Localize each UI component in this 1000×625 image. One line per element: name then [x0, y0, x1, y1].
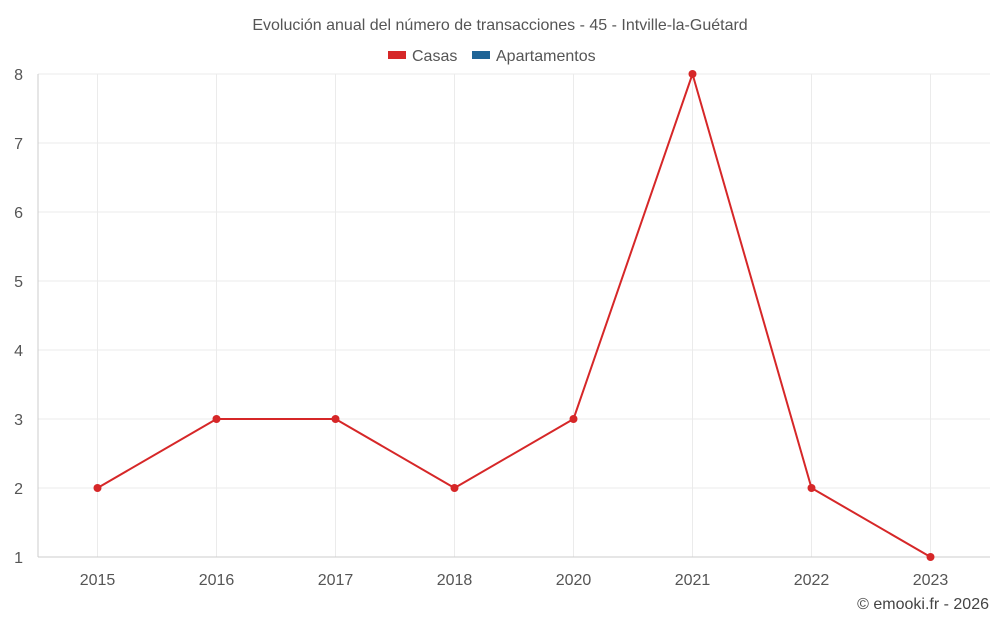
y-tick-label: 8	[14, 67, 23, 84]
series-line-casas	[96, 73, 932, 558]
data-point[interactable]	[569, 415, 578, 423]
legend-label-casas: Casas	[412, 48, 457, 65]
data-point[interactable]	[212, 415, 221, 423]
x-tick-label: 2020	[556, 572, 592, 589]
y-tick-label: 2	[14, 481, 23, 498]
x-tick-label: 2015	[80, 572, 116, 589]
legend: Casas Apartamentos	[388, 48, 596, 65]
y-tick-label: 4	[14, 343, 23, 360]
y-tick-label: 3	[14, 412, 23, 429]
x-tick-label: 2017	[318, 572, 354, 589]
data-point[interactable]	[807, 484, 816, 492]
y-tick-label: 1	[14, 550, 23, 567]
x-tick-label: 2022	[794, 572, 830, 589]
legend-item-apartamentos[interactable]: Apartamentos	[472, 48, 596, 65]
legend-label-apartamentos: Apartamentos	[496, 48, 596, 65]
data-point[interactable]	[331, 415, 340, 423]
x-tick-label: 2021	[675, 572, 711, 589]
x-axis-ticks: 2015 2016 2017 2018 2020 2021 2022 2023	[80, 572, 949, 589]
x-tick-label: 2018	[437, 572, 473, 589]
data-point[interactable]	[93, 484, 102, 492]
series-casas	[93, 70, 935, 561]
y-tick-label: 7	[14, 136, 23, 153]
x-tick-label: 2016	[199, 572, 235, 589]
chart-title: Evolución anual del número de transaccio…	[252, 17, 747, 34]
y-tick-label: 6	[14, 205, 23, 222]
legend-swatch-apartamentos	[472, 51, 490, 59]
legend-item-casas[interactable]: Casas	[388, 48, 457, 65]
data-point[interactable]	[688, 70, 697, 78]
grid	[38, 73, 990, 557]
legend-swatch-casas	[388, 51, 406, 59]
y-tick-label: 5	[14, 274, 23, 291]
credit-text: © emooki.fr - 2026	[857, 596, 989, 613]
data-point[interactable]	[926, 553, 935, 561]
data-point[interactable]	[450, 484, 459, 492]
x-tick-label: 2023	[913, 572, 949, 589]
y-axis-ticks: 1 2 3 4 5 6 7 8	[14, 67, 23, 567]
